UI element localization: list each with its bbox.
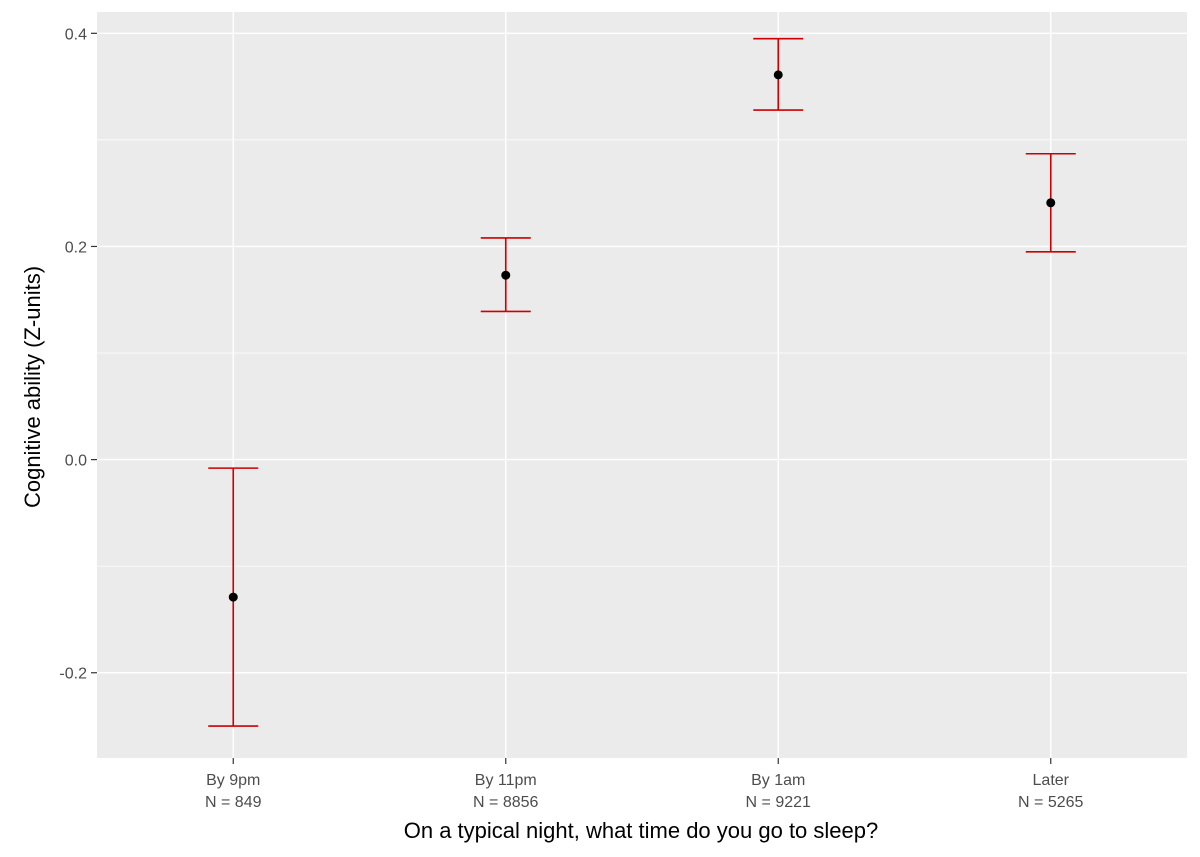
data-point: [1046, 198, 1056, 208]
x-tick-count: N = 9221: [746, 794, 811, 811]
x-tick-label: Later: [1033, 772, 1070, 789]
x-tick-count: N = 849: [205, 794, 262, 811]
data-point: [501, 270, 511, 280]
x-tick-label: By 1am: [751, 772, 805, 789]
y-tick-label: 0.2: [65, 239, 87, 256]
data-point: [228, 592, 238, 602]
y-axis: -0.2 0.0 0.2 0.4: [59, 26, 97, 683]
x-axis: By 9pm N = 849 By 11pm N = 8856 By 1am N = 92…: [205, 758, 1084, 811]
x-tick-count: N = 5265: [1018, 794, 1083, 811]
y-tick-label: 0.4: [65, 26, 87, 43]
plot-panel: [97, 12, 1187, 758]
points: [228, 70, 1056, 602]
x-tick-label: By 11pm: [475, 772, 537, 789]
data-point: [773, 70, 783, 80]
y-axis-title: Cognitive ability (Z-units): [20, 266, 45, 508]
x-tick-count: N = 8856: [473, 794, 538, 811]
grid-major: [97, 12, 1187, 758]
y-tick-label: -0.2: [59, 666, 87, 683]
y-tick-label: 0.0: [65, 453, 87, 470]
x-axis-title: On a typical night, what time do you go …: [404, 818, 879, 843]
grid-minor: [97, 139, 1187, 567]
x-tick-label: By 9pm: [206, 772, 260, 789]
